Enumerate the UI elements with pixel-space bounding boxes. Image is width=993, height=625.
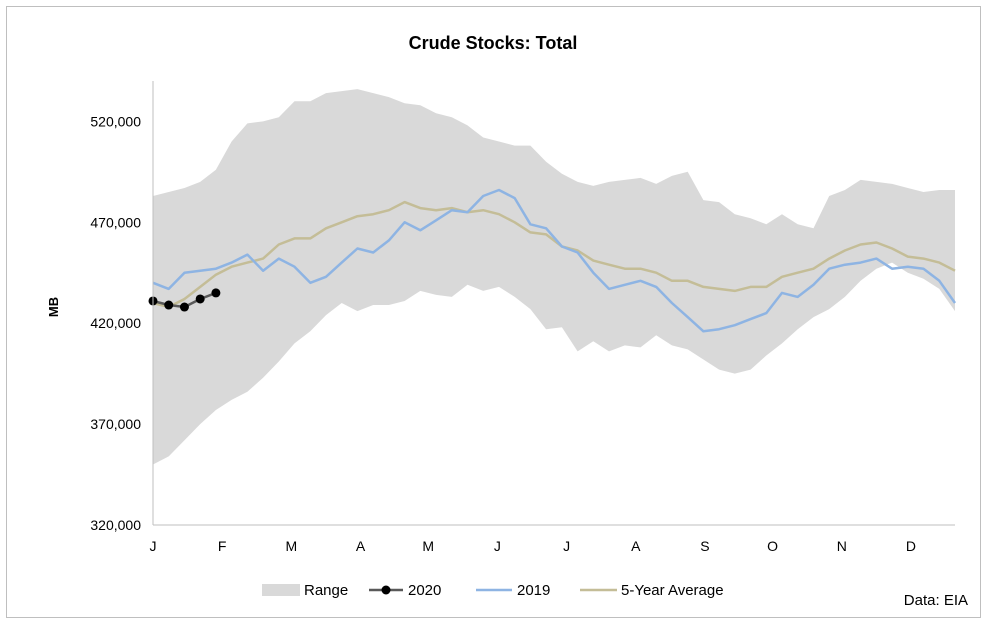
chart-frame: Crude Stocks: Total MB 320,000 370,000 420… bbox=[6, 6, 981, 618]
x-tick-label: M bbox=[286, 538, 298, 554]
series-2019-line bbox=[152, 188, 957, 333]
y-axis-label: MB bbox=[46, 297, 61, 317]
x-tick-label: A bbox=[356, 538, 366, 554]
range-band bbox=[153, 89, 955, 465]
legend-2020-label: 2020 bbox=[408, 582, 441, 599]
x-tick-label: D bbox=[906, 538, 916, 554]
x-tick-label: M bbox=[422, 538, 434, 554]
legend-avg-label: 5-Year Average bbox=[621, 582, 724, 599]
x-tick-label: J bbox=[563, 538, 570, 554]
y-tick-label: 420,000 bbox=[90, 315, 141, 331]
x-tick-label: N bbox=[837, 538, 847, 554]
y-tick-label: 370,000 bbox=[90, 416, 141, 432]
plot-area bbox=[148, 89, 957, 465]
legend-range-label: Range bbox=[304, 582, 348, 599]
crude-stocks-chart: Crude Stocks: Total MB 320,000 370,000 420… bbox=[46, 33, 968, 609]
y-tick-label: 520,000 bbox=[90, 113, 141, 129]
series-2020-point bbox=[179, 302, 189, 312]
chart-title: Crude Stocks: Total bbox=[409, 33, 578, 53]
y-tick-label: 320,000 bbox=[90, 517, 141, 533]
series-2020-point bbox=[211, 288, 221, 298]
legend-2020-marker bbox=[381, 585, 391, 595]
x-tick-label: J bbox=[494, 538, 501, 554]
legend-range-swatch bbox=[262, 584, 300, 596]
y-tick-label: 470,000 bbox=[90, 214, 141, 230]
y-axis-ticks: 320,000 370,000 420,000 470,000 520,000 bbox=[90, 113, 141, 533]
series-2020-point bbox=[195, 294, 205, 304]
source-note: Data: EIA bbox=[904, 592, 968, 609]
legend: Range 2020 2019 5-Year Average bbox=[262, 582, 724, 599]
x-tick-label: O bbox=[767, 538, 778, 554]
series-5yr-average-line bbox=[152, 200, 956, 309]
x-tick-label: A bbox=[631, 538, 641, 554]
x-tick-label: F bbox=[218, 538, 227, 554]
x-tick-label: J bbox=[150, 538, 157, 554]
x-tick-label: S bbox=[700, 538, 709, 554]
series-2020-point bbox=[164, 300, 174, 310]
legend-2019-label: 2019 bbox=[517, 582, 550, 599]
